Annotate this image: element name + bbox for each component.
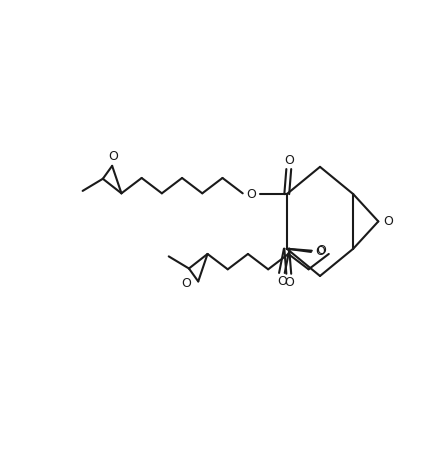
- Text: O: O: [181, 277, 191, 290]
- Text: O: O: [316, 244, 326, 257]
- Text: O: O: [277, 275, 287, 288]
- Text: O: O: [247, 188, 256, 201]
- Text: O: O: [284, 154, 294, 167]
- Text: O: O: [384, 215, 393, 228]
- Text: O: O: [315, 246, 325, 258]
- Text: O: O: [108, 150, 118, 162]
- Text: O: O: [284, 276, 294, 289]
